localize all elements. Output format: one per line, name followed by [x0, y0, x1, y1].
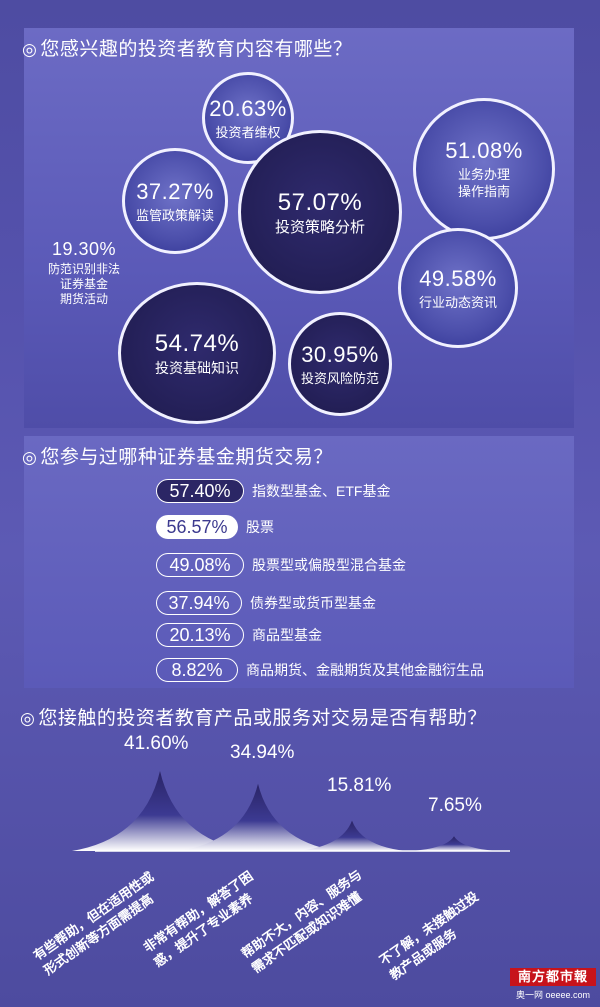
section1-title: ◎ 您感兴趣的投资者教育内容有哪些？ [22, 39, 353, 60]
section2-panel [24, 436, 574, 688]
section3-title: ◎ 您接触的投资者教育产品或服务对交易是否有帮助？ [20, 708, 487, 729]
peak-1 [178, 783, 338, 851]
trade-pct: 56.57% [156, 515, 238, 539]
bubble-basic-knowledge: 54.74% 投资基础知识 [118, 282, 276, 424]
section2-title: ◎ 您参与过哪种证券基金期货交易？ [22, 447, 333, 468]
publisher-logo: 南方都市報 奥一网 oeeee.com [510, 968, 596, 1004]
peak-layer [71, 771, 498, 851]
bubble-business-guide: 51.08% 业务办理 操作指南 [413, 98, 555, 240]
trade-row: 49.08% 股票型或偏股型混合基金 [156, 553, 406, 577]
peak-value: 7.65% [428, 795, 482, 816]
trade-row: 20.13% 商品型基金 [156, 623, 322, 647]
trade-row: 56.57% 股票 [156, 515, 274, 539]
trade-pct: 49.08% [156, 553, 244, 577]
trade-row: 37.94% 债券型或货币型基金 [156, 591, 376, 615]
bubble-investment-strategy: 57.07% 投资策略分析 [238, 130, 402, 294]
trade-row: 8.82% 商品期货、金融期货及其他金融衍生品 [156, 658, 484, 682]
peak-value: 41.60% [124, 733, 189, 754]
bubble-regulatory-policy: 37.27% 监管政策解读 [122, 148, 228, 254]
bubble-fraud-prevention: 19.30% 防范识别非法 证券基金 期货活动 [47, 239, 120, 306]
circle-bullet-icon: ◎ [22, 448, 38, 467]
bubble-risk-prevention: 30.95% 投资风险防范 [288, 312, 392, 416]
peak-0 [71, 771, 249, 851]
peak-2 [297, 820, 407, 851]
peak-value: 34.94% [230, 742, 295, 763]
peak-3 [410, 836, 498, 851]
trade-pct: 20.13% [156, 623, 244, 647]
bubble-industry-news: 49.58% 行业动态资讯 [398, 228, 518, 348]
bubble-investor-rights: 20.63% 投资者维权 [202, 72, 294, 164]
peak-value: 15.81% [327, 775, 392, 796]
circle-bullet-icon: ◎ [22, 40, 38, 59]
circle-bullet-icon: ◎ [20, 709, 36, 728]
trade-pct: 8.82% [156, 658, 238, 682]
trade-row: 57.40% 指数型基金、ETF基金 [156, 479, 390, 503]
trade-pct: 37.94% [156, 591, 242, 615]
trade-pct: 57.40% [156, 479, 244, 503]
